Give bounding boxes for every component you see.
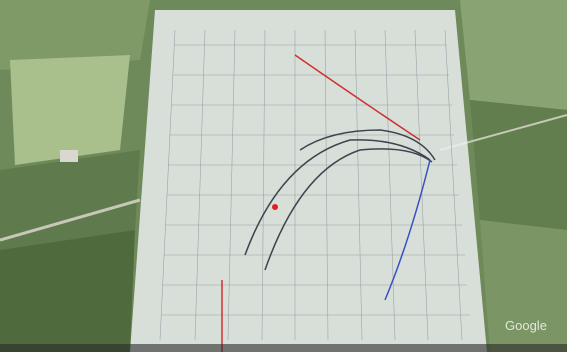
status-bar [0,344,567,352]
marker [272,204,278,210]
map-view: Google [0,0,567,352]
chart-overlay [130,10,487,352]
watermark: Google [505,318,547,333]
